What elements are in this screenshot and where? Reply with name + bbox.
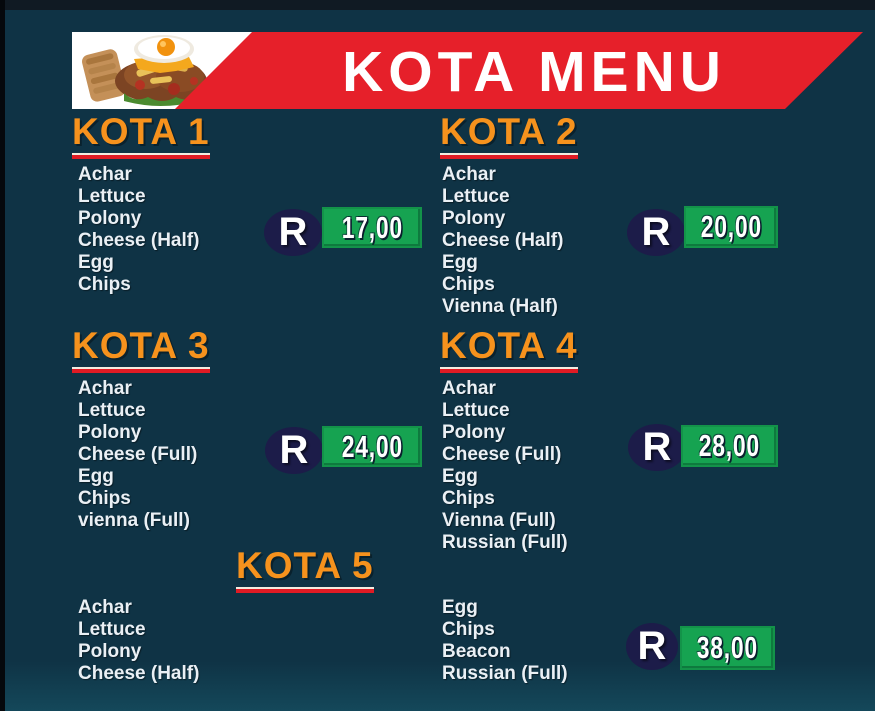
section-items-kota-5-right: Egg Chips Beacon Russian (Full) [442, 597, 568, 685]
price-value: 28,00 [698, 428, 761, 463]
menu-item: Polony [78, 208, 142, 229]
currency-symbol-badge: R [627, 209, 685, 256]
menu-item: Beacon [442, 641, 511, 662]
menu-item: Achar [442, 378, 496, 399]
menu-item: Achar [78, 597, 132, 618]
section-heading-kota-3: KOTA 3 [72, 325, 210, 373]
section-title: KOTA 3 [72, 325, 210, 366]
menu-item: Lettuce [78, 186, 146, 207]
header-banner: KOTA MENU [175, 32, 863, 109]
header-photo-panel [72, 32, 264, 109]
section-title: KOTA 5 [236, 545, 374, 586]
heading-underline [440, 153, 578, 159]
menu-item: Lettuce [78, 400, 146, 421]
price-badge-kota-1: 17,00 [322, 207, 422, 248]
menu-item: Chips [78, 488, 131, 509]
heading-underline [72, 367, 210, 373]
menu-item: Egg [442, 466, 478, 487]
heading-underline [440, 367, 578, 373]
menu-title: KOTA MENU [342, 40, 726, 104]
currency-symbol-badge: R [626, 623, 678, 670]
section-title: KOTA 1 [72, 111, 210, 152]
menu-item: Chips [78, 274, 131, 295]
menu-item: Achar [78, 378, 132, 399]
section-heading-kota-4: KOTA 4 [440, 325, 578, 373]
price-value: 24,00 [341, 428, 403, 464]
menu-item: Polony [442, 208, 506, 229]
left-edge-bar [0, 0, 5, 711]
menu-item: Lettuce [442, 186, 510, 207]
price-value: 38,00 [696, 630, 759, 665]
price-badge-kota-5: 38,00 [680, 626, 775, 670]
section-title: KOTA 2 [440, 111, 578, 152]
section-heading-kota-1: KOTA 1 [72, 111, 210, 159]
section-items-kota-1: Achar Lettuce Polony Cheese (Half) Egg Chips [78, 164, 199, 296]
menu-item: Russian (Full) [442, 663, 568, 684]
section-items-kota-2: Achar Lettuce Polony Cheese (Half) Egg Chips V… [442, 164, 563, 318]
menu-item: vienna (Full) [78, 510, 190, 531]
currency-symbol-badge: R [265, 427, 323, 474]
menu-item: Lettuce [78, 619, 146, 640]
section-heading-kota-5: KOTA 5 [236, 545, 374, 593]
price-badge-kota-2: 20,00 [684, 206, 778, 248]
menu-item: Achar [442, 164, 496, 185]
price-value: 20,00 [700, 209, 762, 244]
section-heading-kota-2: KOTA 2 [440, 111, 578, 159]
top-edge-bar [0, 0, 875, 10]
menu-item: Egg [78, 252, 114, 273]
menu-item: Chips [442, 274, 495, 295]
price-badge-kota-4: 28,00 [681, 425, 778, 467]
menu-item: Vienna (Half) [442, 296, 558, 317]
section-title: KOTA 4 [440, 325, 578, 366]
kota-sandwich-image [82, 35, 207, 106]
menu-item: Polony [78, 641, 142, 662]
section-items-kota-3: Achar Lettuce Polony Cheese (Full) Egg Chips v… [78, 378, 197, 532]
menu-item: Achar [78, 164, 132, 185]
menu-item: Polony [78, 422, 142, 443]
menu-item: Egg [442, 597, 478, 618]
section-items-kota-5-left: Achar Lettuce Polony Cheese (Half) [78, 597, 199, 685]
menu-item: Egg [442, 252, 478, 273]
menu-item: Russian (Full) [442, 532, 568, 553]
price-value: 17,00 [341, 209, 403, 245]
menu-item: Cheese (Half) [78, 663, 200, 684]
menu-item: Vienna (Full) [442, 510, 556, 531]
price-badge-kota-3: 24,00 [322, 426, 422, 467]
menu-item: Lettuce [442, 400, 510, 421]
menu-item: Chips [442, 488, 495, 509]
heading-underline [72, 153, 210, 159]
section-items-kota-4: Achar Lettuce Polony Cheese (Full) Egg Chips V… [442, 378, 568, 554]
menu-item: Cheese (Full) [78, 444, 198, 465]
menu-item: Egg [78, 466, 114, 487]
menu-item: Cheese (Half) [78, 230, 200, 251]
currency-symbol-badge: R [628, 424, 686, 471]
currency-symbol-badge: R [264, 209, 322, 256]
heading-underline [236, 587, 374, 593]
menu-item: Cheese (Full) [442, 444, 562, 465]
menu-item: Chips [442, 619, 495, 640]
menu-item: Cheese (Half) [442, 230, 564, 251]
menu-item: Polony [442, 422, 506, 443]
